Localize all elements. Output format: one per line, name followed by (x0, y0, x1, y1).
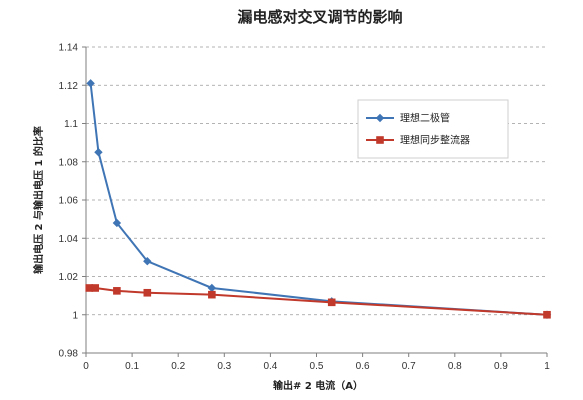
data-point (85, 284, 94, 292)
data-point (207, 283, 217, 293)
legend-label: 理想二极管 (400, 112, 450, 125)
y-tick-label: 1.06 (59, 196, 79, 207)
data-point (327, 298, 336, 307)
legend-label: 理想同步整流器 (400, 134, 470, 147)
x-tick-labels: 0 0.1 0.2 0.3 0.4 0.5 0.6 0.7 0.8 0.9 1 (83, 361, 550, 372)
data-point (208, 290, 216, 299)
y-tick-label: 1.04 (59, 234, 79, 245)
legend-box (357, 99, 509, 159)
x-tick-label: 0.1 (125, 361, 139, 372)
data-point (113, 287, 121, 295)
data-point (112, 218, 122, 228)
series-line-2 (89, 286, 548, 316)
legend-marker (375, 113, 385, 123)
axes (82, 46, 548, 357)
data-point (543, 310, 551, 319)
series-group (85, 79, 552, 319)
data-point (143, 257, 152, 266)
grid-lines (86, 46, 547, 316)
y-tick-label: 0.98 (59, 349, 79, 360)
x-tick-label: 0.9 (494, 361, 508, 372)
x-tick-label: 1 (544, 361, 550, 372)
y-tick-label: 1.08 (59, 157, 79, 168)
x-tick-label: 0.6 (356, 361, 370, 372)
y-axis-label: 输出电压 2 与输出电压 1 的比率 (32, 126, 45, 274)
y-tick-label: 1 (72, 310, 78, 321)
x-tick-label: 0.8 (448, 361, 462, 372)
data-point (143, 288, 152, 297)
data-point (91, 284, 100, 292)
x-tick-label: 0.3 (217, 361, 231, 372)
chart-title: 漏电感对交叉调节的影响 (237, 8, 402, 26)
y-tick-label: 1.14 (59, 43, 79, 54)
y-tick-labels: 0.98 1 1.02 1.04 1.06 1.08 1.1 1.12 1.14 (59, 43, 79, 360)
legend-marker (376, 136, 384, 144)
data-point (86, 79, 95, 88)
x-tick-label: 0.2 (171, 361, 185, 372)
y-tick-label: 1.12 (59, 81, 79, 92)
y-tick-label: 1.02 (59, 272, 79, 283)
x-tick-label: 0.5 (310, 361, 324, 372)
x-tick-label: 0.7 (402, 361, 416, 372)
data-point (94, 147, 103, 157)
x-axis-label: 输出# 2 电流（A） (273, 379, 363, 392)
x-tick-label: 0.4 (263, 361, 277, 372)
y-tick-label: 1.1 (64, 119, 78, 130)
x-tick-label: 0 (83, 361, 89, 372)
